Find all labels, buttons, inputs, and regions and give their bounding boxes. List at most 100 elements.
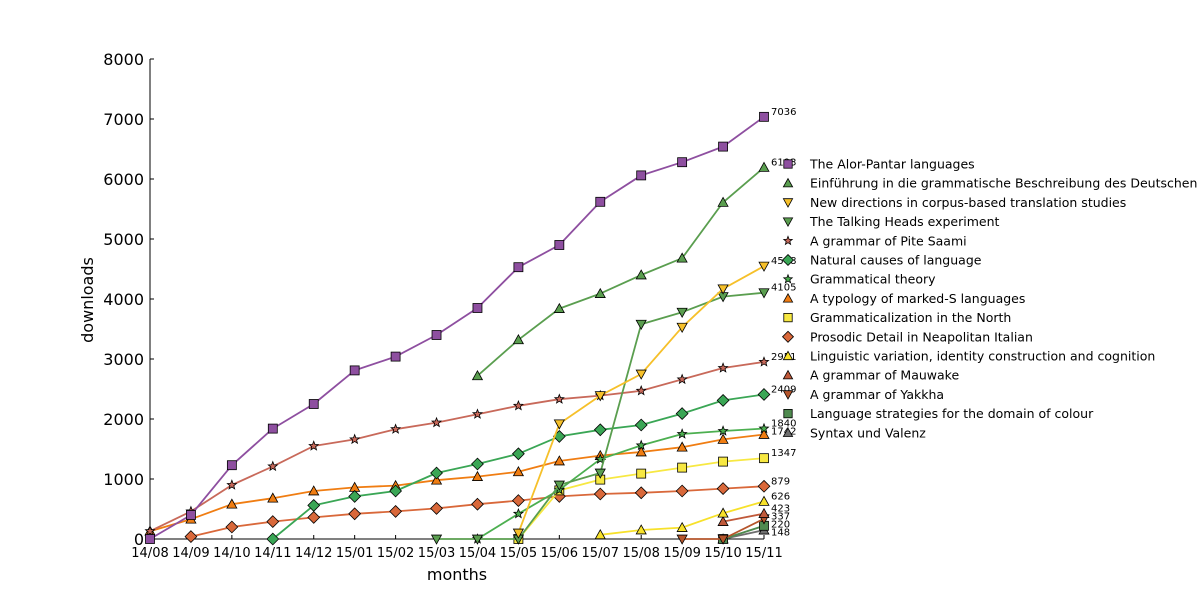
legend-item: A grammar of Pite Saami: [782, 233, 967, 248]
data-point: [430, 501, 443, 515]
legend-marker: [782, 273, 794, 284]
data-point: [758, 288, 770, 299]
end-value-label: 4105: [771, 283, 796, 294]
data-point: [226, 460, 237, 471]
legend-item: Prosodic Detail in Neapolitan Italian: [781, 329, 1033, 344]
x-tick-label: 15/08: [622, 546, 659, 561]
axes: 0 1000 2000 3000 4000 5000 6000 7000 8000 14/08 14…: [103, 50, 782, 561]
legend-marker: [782, 390, 794, 400]
data-point: [511, 447, 525, 461]
data-point: [717, 196, 729, 207]
legend-label: Natural causes of language: [810, 253, 982, 268]
x-tick-label: 14/08: [131, 546, 168, 561]
legend-marker: [781, 253, 795, 267]
data-point: [759, 453, 769, 464]
end-value-label: 220: [771, 520, 790, 531]
data-point: [635, 384, 647, 396]
data-point: [512, 399, 524, 411]
legend-label: A grammar of Pite Saami: [810, 233, 967, 248]
data-point: [675, 407, 689, 421]
legend-label: Grammaticalization in the North: [810, 310, 1011, 325]
data-point: [717, 534, 729, 545]
data-point: [308, 485, 320, 496]
data-point: [184, 530, 198, 544]
x-tick-label: 15/07: [582, 546, 619, 561]
data-point: [431, 330, 442, 340]
x-tick-label: 15/04: [459, 546, 496, 561]
data-point: [390, 423, 402, 434]
series-11: [717, 507, 770, 526]
data-point: [348, 489, 362, 503]
series-line: [149, 361, 765, 533]
data-point: [758, 356, 770, 367]
x-tick-label: 14/10: [213, 546, 250, 561]
x-axis-title: months: [427, 565, 487, 584]
data-point: [512, 466, 525, 477]
y-tick-label: 0: [134, 530, 144, 549]
y-axis-title: downloads: [78, 257, 97, 343]
series-line: [722, 512, 765, 523]
data-point: [472, 303, 483, 313]
series-line: [476, 166, 765, 377]
legend-marker: [782, 350, 794, 361]
legend-marker: [781, 330, 795, 343]
legend-label: Grammatical theory: [810, 272, 936, 287]
legend-item: The Talking Heads experiment: [782, 214, 1000, 229]
legend-label: The Talking Heads experiment: [809, 214, 1000, 229]
data-point: [471, 408, 484, 419]
data-point: [308, 440, 320, 451]
data-point: [758, 495, 770, 506]
data-point: [226, 479, 238, 490]
data-point: [758, 261, 770, 272]
data-point: [145, 534, 155, 544]
end-value-label: 1347: [771, 448, 796, 459]
data-point: [716, 393, 730, 407]
legend-item: Grammatical theory: [782, 272, 936, 287]
data-point: [349, 433, 361, 445]
data-point: [676, 534, 688, 545]
data-point: [512, 507, 524, 519]
end-value-label: 148: [771, 528, 790, 539]
data-point: [513, 262, 524, 273]
y-tick-label: 8000: [103, 50, 144, 69]
series-4: [144, 356, 770, 536]
series-5: [266, 388, 771, 546]
data-point: [636, 170, 647, 181]
data-point: [758, 422, 770, 434]
data-point: [430, 466, 443, 480]
legend-marker: [782, 217, 794, 228]
legend-label: Language strategies for the domain of co…: [810, 406, 1094, 421]
end-value-label: 337: [771, 512, 790, 523]
data-point: [389, 504, 403, 518]
data-point: [553, 419, 565, 430]
data-point: [634, 486, 648, 500]
data-point: [390, 351, 401, 362]
data-point: [757, 479, 771, 493]
data-point: [635, 524, 647, 535]
series-line: [436, 291, 765, 540]
legend-marker: [782, 369, 794, 380]
data-point: [634, 418, 648, 432]
legend-marker: [782, 427, 794, 437]
data-point: [593, 423, 607, 437]
legend-marker: [783, 312, 793, 323]
data-point: [717, 362, 729, 373]
legend-marker: [782, 177, 794, 188]
data-point: [717, 507, 729, 518]
legend-label: A typology of marked-S languages: [810, 291, 1025, 306]
end-value-label: 2409: [771, 384, 796, 395]
y-tick-label: 5000: [103, 230, 144, 249]
x-tick-label: 15/11: [745, 546, 782, 561]
data-point: [677, 157, 688, 168]
data-point: [676, 373, 688, 385]
data-point: [430, 474, 443, 485]
x-tick-label: 15/05: [500, 546, 537, 561]
legend-marker: [783, 408, 793, 419]
data-point: [512, 528, 525, 539]
data-point: [635, 439, 647, 451]
legend-item: Syntax und Valenz: [782, 425, 926, 440]
data-point: [430, 416, 443, 428]
x-tick-label: 14/09: [172, 546, 209, 561]
data-point: [471, 497, 484, 511]
